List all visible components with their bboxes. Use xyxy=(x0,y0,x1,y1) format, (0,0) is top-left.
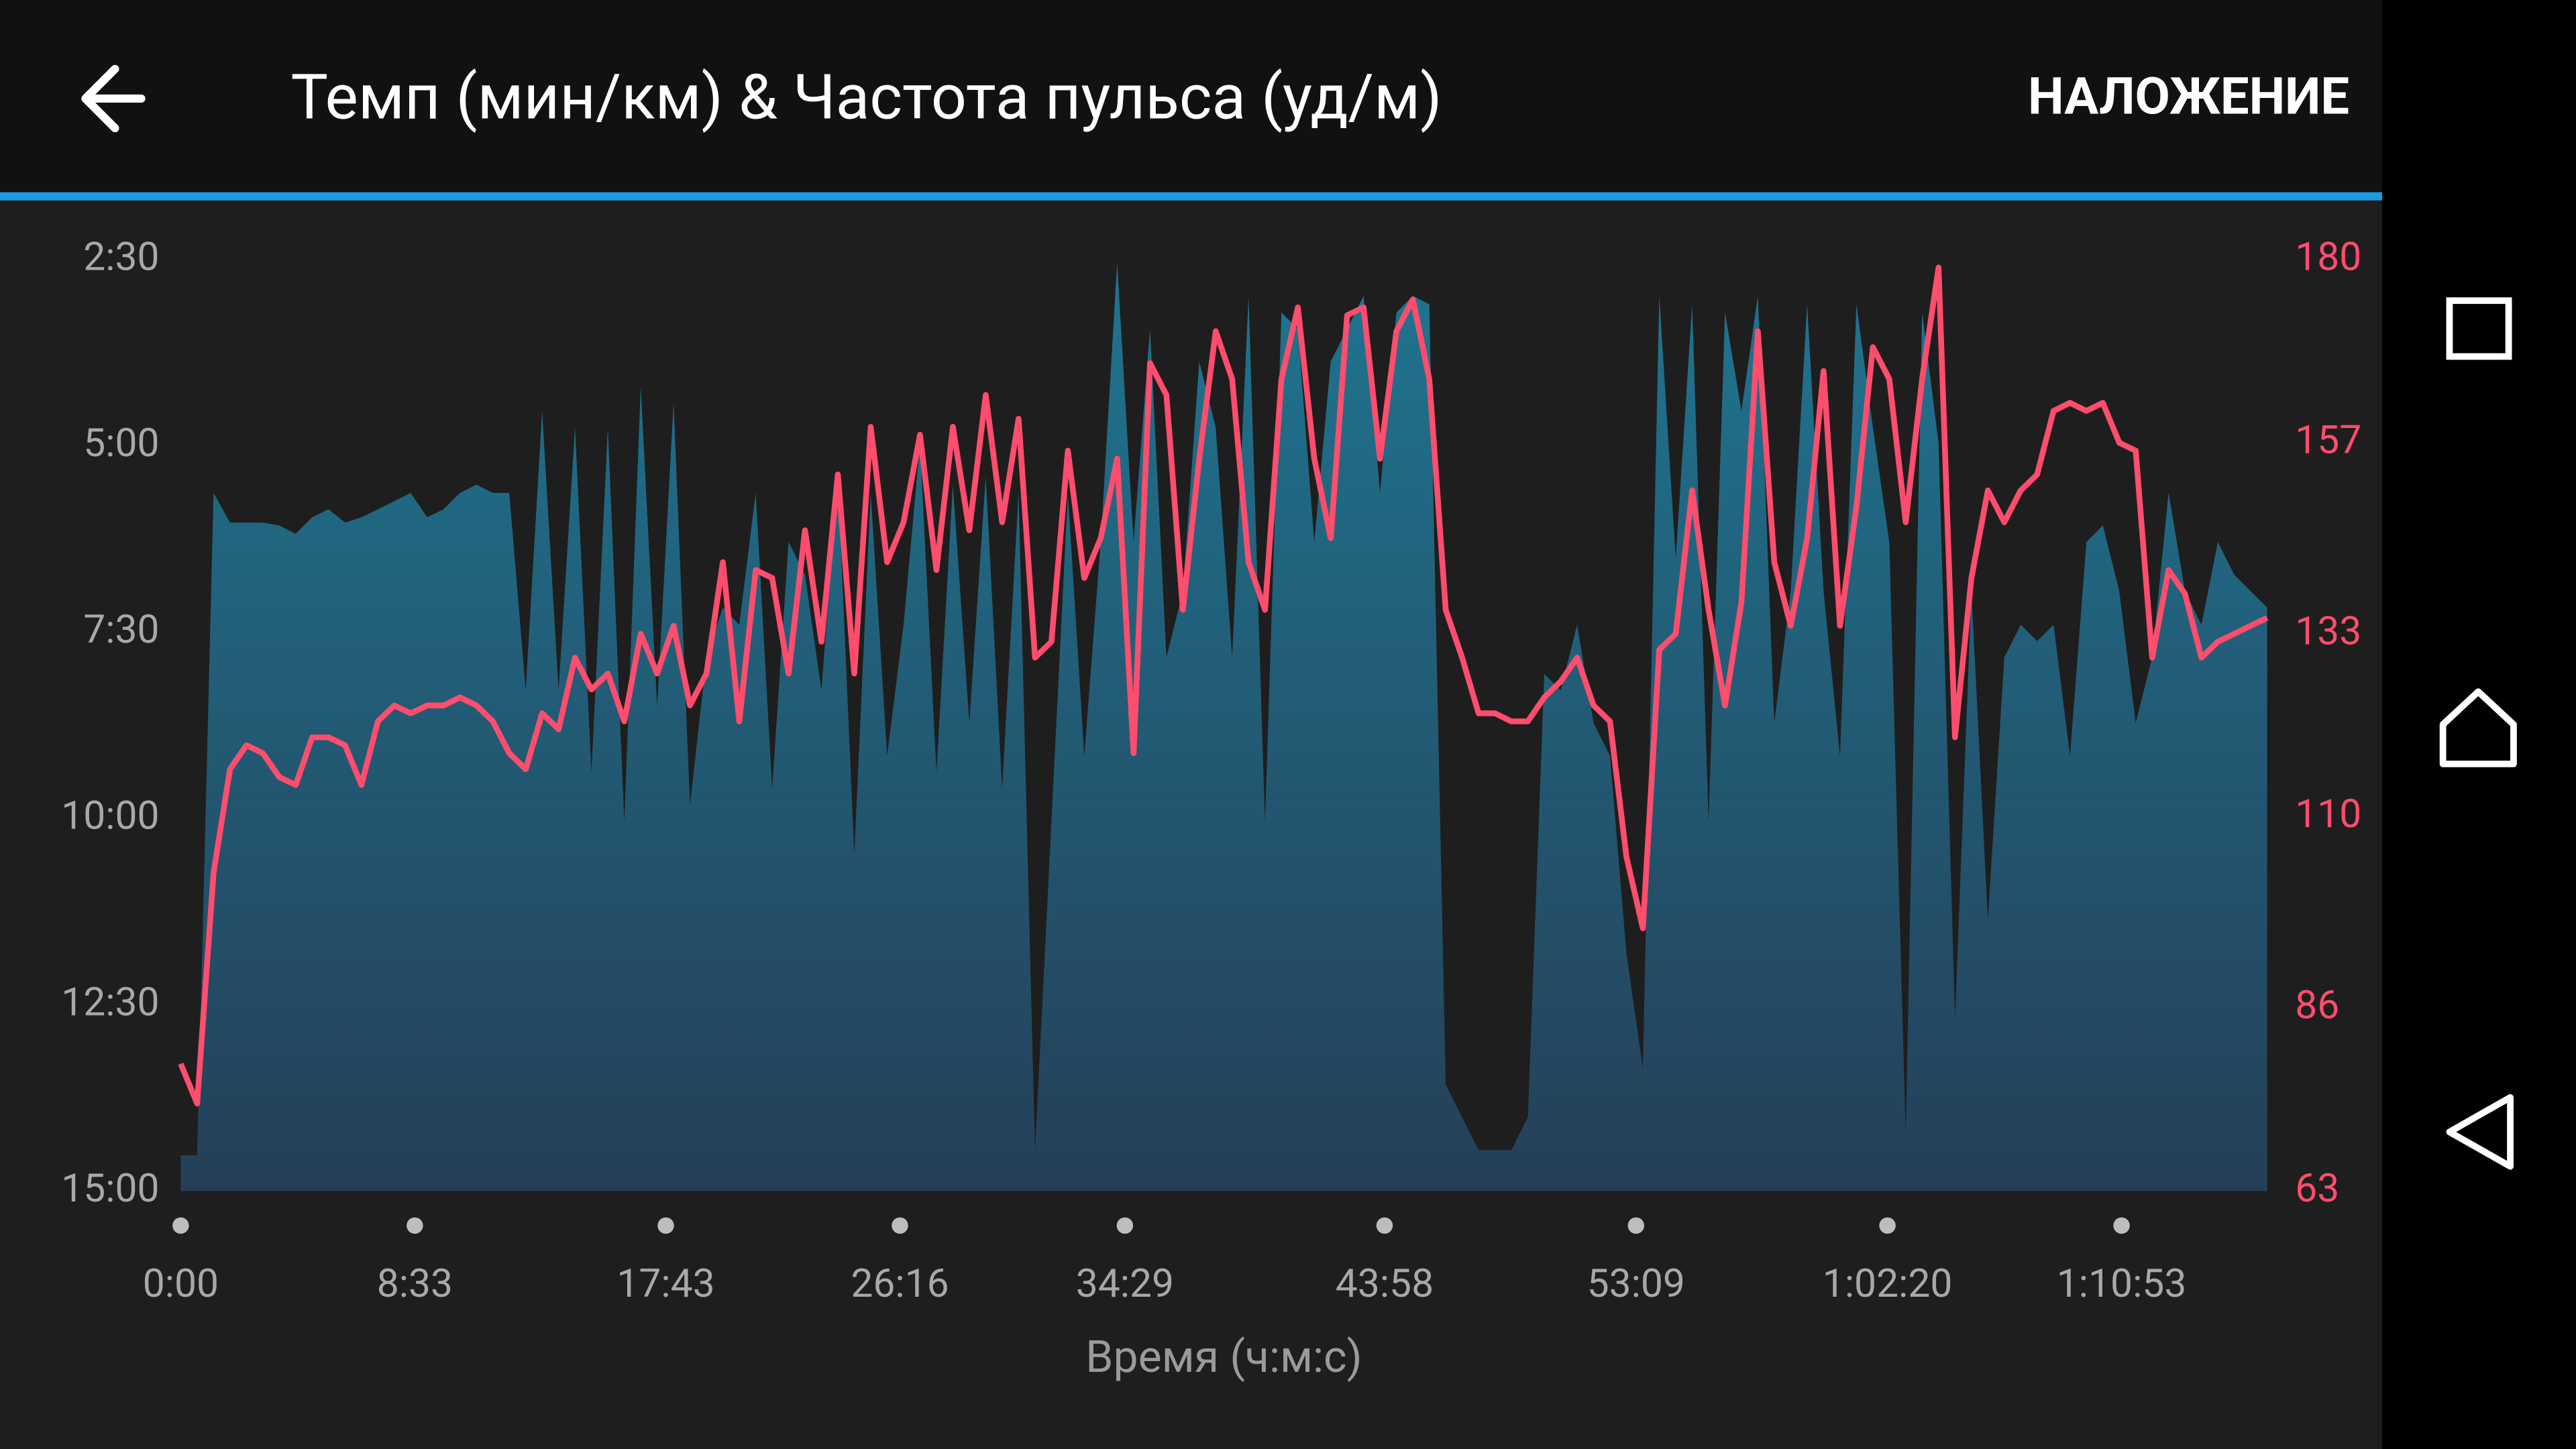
x-tick-mark xyxy=(407,1217,423,1234)
x-tick-label: 1:02:20 xyxy=(1823,1260,1953,1307)
x-tick-mark xyxy=(1879,1217,1896,1234)
y-tick-label: 15:00 xyxy=(61,1165,159,1212)
nav-bar xyxy=(2382,0,2576,1449)
x-tick-mark xyxy=(2113,1217,2130,1234)
home-button[interactable] xyxy=(2439,688,2517,767)
y-tick-label: 7:30 xyxy=(83,606,159,653)
app-bar-accent xyxy=(0,192,2383,201)
title: Темп (мин/км) & Частота пульса (уд/м) xyxy=(290,60,1442,133)
recents-button[interactable] xyxy=(2446,297,2512,360)
app-bar xyxy=(0,0,2383,193)
y-tick-label: 12:30 xyxy=(61,979,159,1025)
y-tick-label: 10:00 xyxy=(61,793,159,839)
y2-tick-label: 180 xyxy=(2295,233,2361,280)
x-tick-label: 26:16 xyxy=(851,1260,949,1307)
heart-rate-line xyxy=(178,264,2269,1107)
x-tick-label: 0:00 xyxy=(143,1260,219,1307)
x-tick-label: 34:29 xyxy=(1076,1260,1174,1307)
x-tick-mark xyxy=(1116,1217,1134,1234)
y2-tick-label: 157 xyxy=(2295,417,2361,463)
y2-tick-label: 86 xyxy=(2295,982,2339,1028)
x-tick-mark xyxy=(657,1217,674,1234)
y-tick-label: 2:30 xyxy=(83,233,159,280)
x-tick-mark xyxy=(892,1217,908,1234)
y2-tick-label: 133 xyxy=(2295,608,2361,654)
overlay-button[interactable]: НАЛОЖЕНИЕ xyxy=(2028,66,2349,126)
x-tick-label: 8:33 xyxy=(377,1260,453,1307)
x-tick-label: 1:10:53 xyxy=(2057,1260,2187,1307)
x-axis-label: Время (ч:м:с) xyxy=(1085,1332,1362,1383)
x-tick-mark xyxy=(172,1217,189,1234)
x-tick-label: 17:43 xyxy=(616,1260,714,1307)
x-tick-label: 43:58 xyxy=(1336,1260,1434,1307)
system-back-button[interactable] xyxy=(2446,1094,2514,1170)
y2-tick-label: 110 xyxy=(2295,791,2361,837)
x-tick-mark xyxy=(1376,1217,1393,1234)
x-tick-label: 53:09 xyxy=(1587,1260,1685,1307)
y2-tick-label: 63 xyxy=(2295,1165,2339,1212)
back-button[interactable] xyxy=(81,64,146,133)
x-tick-mark xyxy=(1627,1217,1645,1234)
y-tick-label: 5:00 xyxy=(83,420,159,466)
